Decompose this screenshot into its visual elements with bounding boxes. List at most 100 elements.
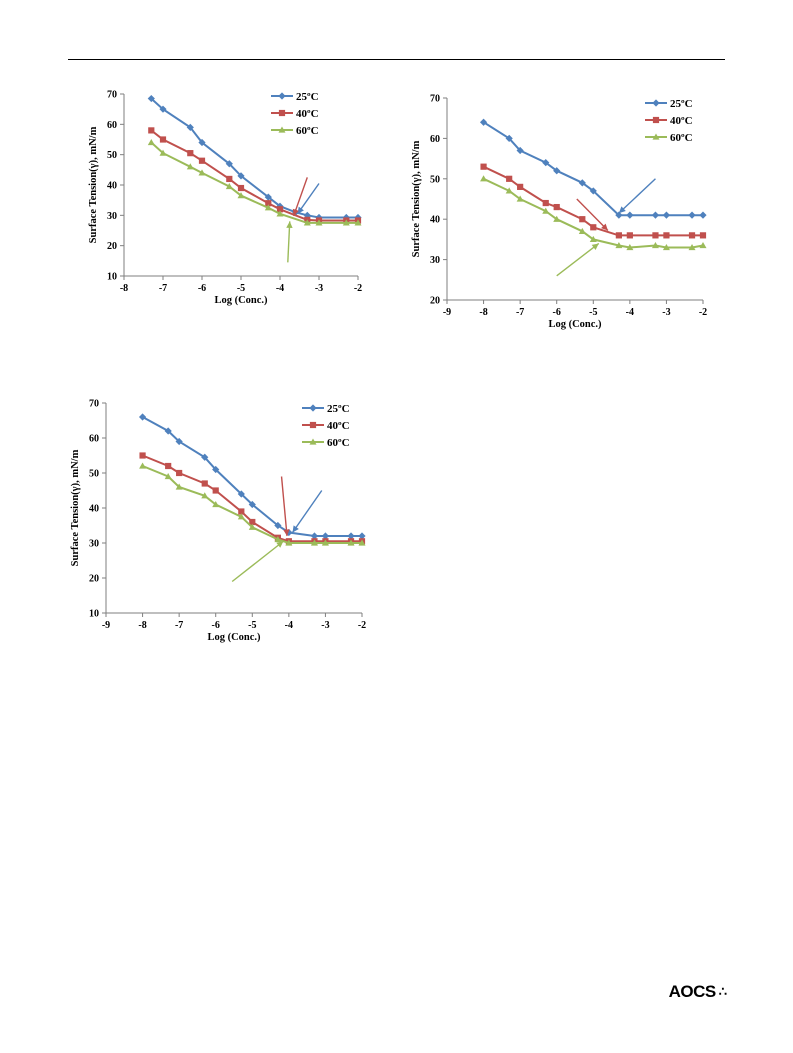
x-tick-label: -8 bbox=[479, 307, 487, 318]
data-point bbox=[276, 210, 284, 217]
chart-surface-tension-3: 10 20 30 40 50 60 70 -9 -8 -7 -6 -5 -4 -3 -2 Log (Conc.… bbox=[70, 399, 366, 644]
data-point bbox=[662, 243, 670, 251]
data-point bbox=[237, 490, 245, 498]
data-point bbox=[517, 183, 524, 190]
y-tick-label: 10 bbox=[89, 609, 99, 620]
series-1 bbox=[479, 118, 707, 219]
series-2 bbox=[148, 127, 362, 224]
data-point bbox=[663, 232, 670, 239]
data-point bbox=[699, 241, 707, 249]
data-point bbox=[147, 139, 155, 146]
series-line bbox=[150, 129, 358, 222]
data-point bbox=[225, 160, 233, 168]
data-point bbox=[148, 127, 155, 134]
series-line bbox=[150, 141, 358, 224]
legend-marker bbox=[278, 109, 286, 117]
data-point bbox=[315, 219, 323, 226]
data-point bbox=[321, 539, 329, 546]
data-point bbox=[186, 123, 194, 131]
data-point bbox=[212, 465, 220, 474]
x-tick-label: -9 bbox=[443, 307, 451, 318]
data-point bbox=[626, 211, 634, 219]
data-point bbox=[159, 136, 167, 143]
data-point bbox=[198, 138, 206, 147]
y-tick-label: 70 bbox=[430, 94, 440, 105]
x-tick-label: -4 bbox=[285, 620, 293, 631]
legend-marker bbox=[309, 421, 317, 429]
legend-marker bbox=[309, 404, 317, 412]
x-axis-title: Log (Conc.) bbox=[207, 632, 261, 643]
data-point bbox=[347, 539, 355, 546]
y-tick-label: 20 bbox=[89, 574, 99, 585]
y-tick-label: 20 bbox=[430, 296, 440, 307]
y-tick-label: 40 bbox=[107, 181, 117, 192]
legend-marker bbox=[652, 99, 660, 107]
legend-label: 25ºC bbox=[670, 98, 693, 110]
data-point bbox=[310, 539, 318, 546]
x-tick-label: -2 bbox=[699, 307, 707, 318]
data-point bbox=[480, 175, 488, 182]
header-rule bbox=[68, 59, 725, 60]
series-2 bbox=[480, 163, 707, 239]
data-point bbox=[164, 473, 172, 480]
legend-marker bbox=[278, 126, 286, 133]
data-point bbox=[285, 539, 293, 546]
annotation-arrow bbox=[556, 242, 600, 277]
x-tick-label: -5 bbox=[237, 283, 245, 294]
legend-label: 60ºC bbox=[670, 132, 693, 144]
data-point bbox=[249, 518, 256, 526]
data-point bbox=[358, 532, 366, 540]
x-tick-label: -7 bbox=[516, 307, 524, 318]
y-tick-label: 50 bbox=[430, 174, 440, 185]
data-point bbox=[615, 232, 622, 239]
data-point bbox=[237, 513, 245, 520]
series-3 bbox=[147, 139, 362, 226]
data-point bbox=[542, 207, 550, 214]
data-point bbox=[652, 232, 659, 239]
aocs-logo: AOCS ∴ bbox=[669, 982, 727, 1002]
annotation-arrow bbox=[287, 221, 291, 263]
arrow-head bbox=[286, 221, 293, 229]
arrow-head bbox=[297, 206, 304, 214]
data-point bbox=[688, 211, 696, 219]
y-axis-title: Surface Tension(γ), mN/m bbox=[70, 449, 81, 566]
x-tick-label: -5 bbox=[248, 620, 256, 631]
series-3 bbox=[139, 462, 366, 546]
data-point bbox=[553, 215, 561, 222]
arrow-head bbox=[283, 529, 290, 536]
x-tick-label: -7 bbox=[159, 283, 167, 294]
x-tick-label: -8 bbox=[138, 620, 146, 631]
data-point bbox=[688, 243, 696, 251]
data-point bbox=[225, 183, 233, 190]
data-point bbox=[699, 232, 707, 239]
arrow-head bbox=[591, 243, 599, 250]
data-point bbox=[542, 199, 549, 207]
annotation-arrow bbox=[576, 198, 609, 232]
y-tick-label: 10 bbox=[107, 272, 117, 283]
data-point bbox=[248, 523, 256, 530]
y-tick-label: 60 bbox=[89, 434, 99, 445]
chart-surface-tension-2: 20 30 40 50 60 70 -9 -8 -7 -6 -5 -4 -3 -2 Log (Conc.) S… bbox=[411, 94, 707, 331]
x-tick-label: -6 bbox=[212, 620, 220, 631]
y-tick-label: 60 bbox=[107, 120, 117, 131]
data-point bbox=[138, 413, 147, 421]
data-point bbox=[186, 163, 194, 170]
data-point bbox=[615, 241, 623, 249]
data-point bbox=[651, 241, 659, 249]
x-tick-label: -6 bbox=[198, 283, 206, 294]
logo-text: AOCS bbox=[668, 982, 717, 1001]
data-point bbox=[662, 211, 671, 219]
data-point bbox=[175, 437, 183, 446]
x-tick-label: -3 bbox=[662, 307, 670, 318]
arrow-head bbox=[276, 541, 284, 548]
y-axis-title: Surface Tension(γ), mN/m bbox=[88, 126, 99, 243]
logo-mark: ∴ bbox=[718, 984, 727, 999]
data-point bbox=[276, 206, 284, 213]
data-point bbox=[212, 487, 219, 494]
arrow-head bbox=[292, 525, 299, 533]
legend-label: 40ºC bbox=[327, 420, 350, 432]
data-point bbox=[590, 224, 597, 231]
data-point bbox=[147, 94, 155, 103]
x-tick-label: -7 bbox=[175, 620, 183, 631]
data-point bbox=[542, 159, 550, 167]
